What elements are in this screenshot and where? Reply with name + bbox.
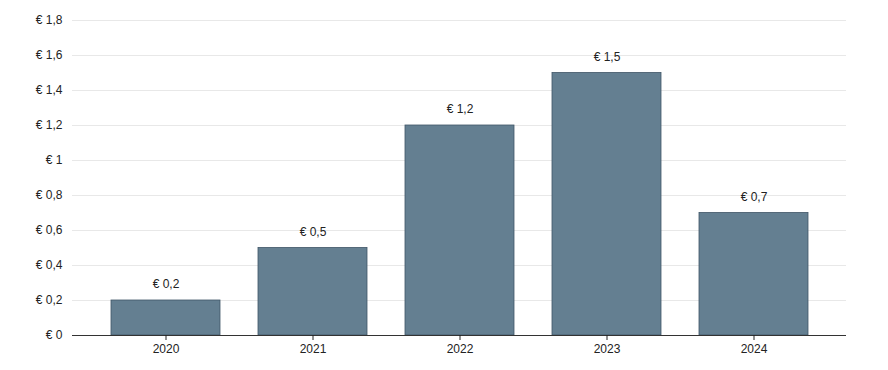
svg-text:€ 1,2: € 1,2	[36, 118, 63, 132]
svg-text:2024: 2024	[741, 342, 768, 356]
svg-text:€ 0,6: € 0,6	[36, 223, 63, 237]
svg-text:2022: 2022	[447, 342, 474, 356]
svg-text:€ 0,5: € 0,5	[300, 225, 327, 239]
svg-text:€ 0,7: € 0,7	[741, 190, 768, 204]
svg-text:2021: 2021	[300, 342, 327, 356]
svg-text:€ 1,4: € 1,4	[36, 83, 63, 97]
svg-text:€ 1,8: € 1,8	[36, 13, 63, 27]
svg-text:2023: 2023	[594, 342, 621, 356]
svg-text:€ 1: € 1	[46, 153, 63, 167]
svg-text:€ 0,2: € 0,2	[36, 293, 63, 307]
svg-text:€ 0,8: € 0,8	[36, 188, 63, 202]
svg-text:€ 1,6: € 1,6	[36, 48, 63, 62]
svg-text:€ 1,2: € 1,2	[447, 102, 474, 116]
svg-text:€ 1,5: € 1,5	[594, 50, 621, 64]
html-text:(c) Trivano.com: (c) Trivano.com	[804, 1, 880, 13]
svg-text:2020: 2020	[153, 342, 180, 356]
svg-text:€ 0: € 0	[46, 328, 63, 342]
svg-text:€ 0,4: € 0,4	[36, 258, 63, 272]
svg-text:€ 0,2: € 0,2	[153, 277, 180, 291]
